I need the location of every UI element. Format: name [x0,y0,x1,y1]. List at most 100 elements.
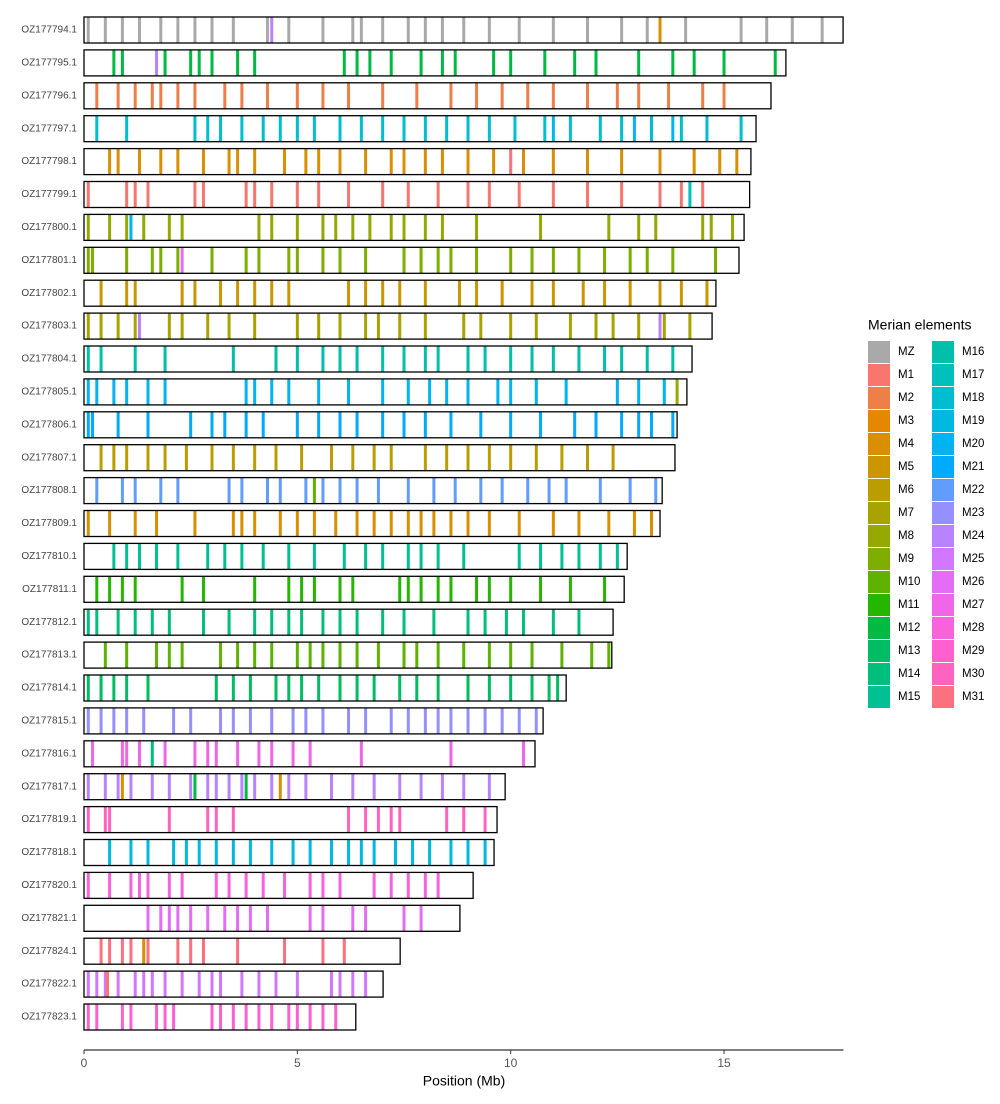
stripe [167,214,171,241]
stripe [539,214,543,241]
stripe [137,148,141,175]
stripe [159,82,163,109]
stripe [526,82,530,109]
x-tick-label: 15 [717,1056,731,1070]
stripe [150,609,154,636]
legend-label: M17 [962,369,984,381]
stripe [543,115,547,142]
stripe [193,17,197,43]
stripe [146,905,150,932]
stripe [240,971,244,998]
chromosome-label: OZ177811.1 [22,584,77,595]
stripe [342,49,346,76]
stripe [108,938,112,965]
stripe [86,181,90,208]
stripe [347,806,351,833]
stripe [189,905,193,932]
stripe [649,115,653,142]
stripe [342,543,346,570]
stripe [214,806,218,833]
chromosome-label: OZ177820.1 [21,880,77,891]
stripe [585,181,589,208]
stripe [402,609,406,636]
stripe [146,411,150,438]
legend-label: M22 [962,484,984,496]
stripe [500,477,504,504]
stripe [300,675,304,701]
stripe [406,378,410,405]
legend-label: M10 [898,576,920,588]
stripe [632,115,636,142]
stripe [253,444,257,471]
stripe [240,82,244,109]
stripe [120,740,124,767]
stripe [466,378,470,405]
stripe [649,510,653,537]
legend-key [868,387,890,409]
stripe [551,346,555,372]
stripe [355,49,359,76]
stripe [112,543,116,570]
stripe [402,247,406,274]
chromosome-box [83,1003,357,1031]
stripe [155,1004,159,1030]
stripe [270,17,274,43]
stripe [406,872,410,899]
stripe [445,378,449,405]
stripe [253,576,257,603]
stripe [398,576,402,603]
stripe [283,938,287,965]
stripe [359,740,363,767]
stripe [163,971,167,998]
stripe [231,839,235,866]
legend-key [868,617,890,639]
stripe [585,82,589,109]
stripe [105,971,109,998]
chromosome-box [83,246,740,274]
stripe [244,1004,248,1030]
legend-label: M7 [898,507,914,519]
stripe [270,214,274,241]
stripe [253,49,257,76]
stripe [517,543,521,570]
chromosome-label: OZ177800.1 [21,222,77,233]
stripe [125,378,129,405]
chromosome [83,542,628,571]
stripe [133,181,137,208]
stripe [253,280,257,307]
legend-key [932,410,954,432]
stripe [270,839,274,866]
stripe [304,707,308,734]
stripe [231,707,235,734]
legend-label: M28 [962,622,984,634]
chromosome-label: OZ177824.1 [21,946,77,957]
stripe [193,773,197,800]
stripe [270,378,274,405]
stripe [389,148,393,175]
stripe [475,214,479,241]
chromosome-label: OZ177814.1 [21,683,77,694]
stripe [338,971,342,998]
stripe [406,576,410,603]
stripe [598,477,602,504]
stripe [423,17,427,43]
stripe [355,642,359,669]
chromosome-label: OZ177815.1 [21,716,77,727]
stripe [466,346,470,372]
stripe [560,543,564,570]
stripe [607,214,611,241]
stripe [176,17,180,43]
stripe [453,49,457,76]
stripe [146,839,150,866]
stripe [257,214,261,241]
chromosome [83,115,757,143]
chromosome-box [83,147,752,176]
stripe [95,477,99,504]
stripe [95,115,99,142]
stripe [112,707,116,734]
chromosome-box [83,213,745,242]
stripe [146,675,150,701]
stripe [240,773,244,800]
stripe [125,247,129,274]
stripe [231,346,235,372]
